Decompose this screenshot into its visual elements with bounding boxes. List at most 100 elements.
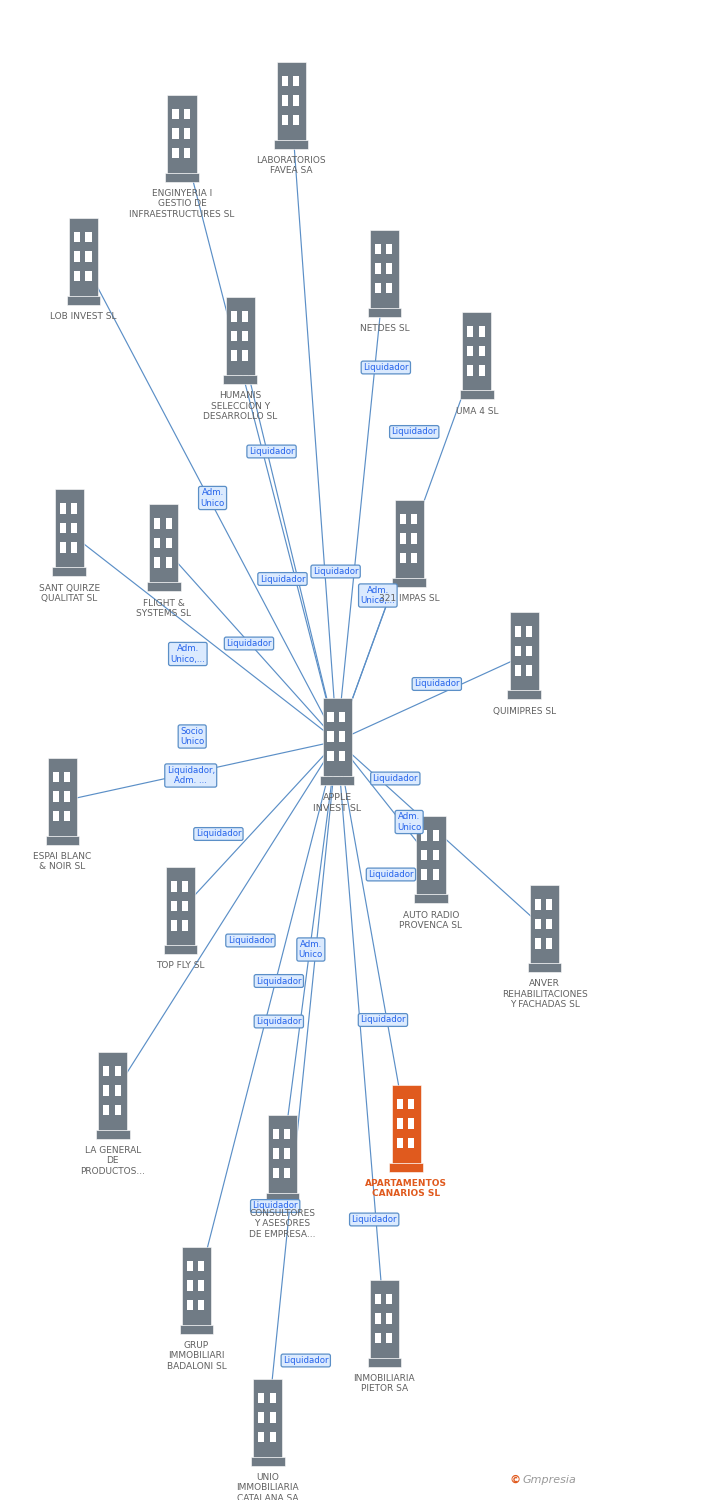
FancyBboxPatch shape	[411, 532, 417, 544]
FancyBboxPatch shape	[467, 326, 473, 338]
Text: ©: ©	[510, 1474, 521, 1485]
FancyBboxPatch shape	[165, 556, 172, 568]
FancyBboxPatch shape	[165, 172, 199, 182]
FancyBboxPatch shape	[400, 552, 405, 564]
FancyBboxPatch shape	[386, 282, 392, 294]
FancyBboxPatch shape	[546, 918, 553, 930]
Text: ANVER
REHABILITACIONES
Y FACHADAS SL: ANVER REHABILITACIONES Y FACHADAS SL	[502, 980, 587, 1010]
FancyBboxPatch shape	[467, 345, 473, 357]
FancyBboxPatch shape	[397, 1098, 403, 1110]
FancyBboxPatch shape	[274, 140, 308, 148]
FancyBboxPatch shape	[103, 1104, 109, 1116]
Text: Liquidador,
Adm. ...: Liquidador, Adm. ...	[167, 766, 215, 784]
FancyBboxPatch shape	[375, 282, 381, 294]
Text: Adm.
Unico,...: Adm. Unico,...	[170, 645, 205, 663]
FancyBboxPatch shape	[269, 1392, 276, 1404]
FancyBboxPatch shape	[231, 310, 237, 322]
FancyBboxPatch shape	[375, 1312, 381, 1324]
FancyBboxPatch shape	[395, 500, 424, 578]
FancyBboxPatch shape	[328, 750, 333, 762]
Text: QUIMIPRES SL: QUIMIPRES SL	[493, 706, 555, 716]
FancyBboxPatch shape	[400, 513, 405, 525]
FancyBboxPatch shape	[154, 537, 160, 549]
FancyBboxPatch shape	[242, 350, 248, 361]
FancyBboxPatch shape	[187, 1260, 193, 1272]
FancyBboxPatch shape	[273, 1167, 279, 1179]
FancyBboxPatch shape	[397, 1118, 403, 1130]
FancyBboxPatch shape	[386, 1312, 392, 1324]
FancyBboxPatch shape	[182, 920, 189, 932]
FancyBboxPatch shape	[422, 868, 427, 880]
FancyBboxPatch shape	[411, 552, 417, 564]
FancyBboxPatch shape	[282, 94, 288, 106]
FancyBboxPatch shape	[74, 270, 80, 282]
FancyBboxPatch shape	[258, 1412, 264, 1424]
FancyBboxPatch shape	[182, 900, 189, 912]
FancyBboxPatch shape	[165, 518, 172, 530]
FancyBboxPatch shape	[242, 330, 248, 342]
FancyBboxPatch shape	[269, 1412, 276, 1424]
FancyBboxPatch shape	[114, 1084, 121, 1096]
Text: LA GENERAL
DE
PRODUCTOS...: LA GENERAL DE PRODUCTOS...	[80, 1146, 146, 1176]
FancyBboxPatch shape	[53, 771, 59, 783]
FancyBboxPatch shape	[320, 776, 354, 784]
FancyBboxPatch shape	[546, 938, 553, 950]
FancyBboxPatch shape	[48, 758, 77, 836]
FancyBboxPatch shape	[408, 1137, 414, 1149]
FancyBboxPatch shape	[530, 885, 559, 963]
FancyBboxPatch shape	[282, 75, 288, 87]
Text: CONSULTORES
Y ASESORES
DE EMPRESA...: CONSULTORES Y ASESORES DE EMPRESA...	[249, 1209, 316, 1239]
FancyBboxPatch shape	[173, 147, 178, 159]
FancyBboxPatch shape	[180, 1324, 213, 1334]
FancyBboxPatch shape	[64, 790, 71, 802]
FancyBboxPatch shape	[328, 730, 333, 742]
FancyBboxPatch shape	[467, 364, 473, 376]
FancyBboxPatch shape	[60, 542, 66, 554]
FancyBboxPatch shape	[277, 62, 306, 140]
FancyBboxPatch shape	[432, 849, 439, 861]
FancyBboxPatch shape	[375, 1293, 381, 1305]
FancyBboxPatch shape	[183, 147, 190, 159]
FancyBboxPatch shape	[85, 270, 92, 282]
FancyBboxPatch shape	[223, 375, 257, 384]
Text: Adm.
Unico,...: Adm. Unico,...	[360, 586, 395, 604]
FancyBboxPatch shape	[166, 867, 195, 945]
FancyBboxPatch shape	[60, 503, 66, 515]
FancyBboxPatch shape	[293, 75, 299, 87]
FancyBboxPatch shape	[85, 231, 92, 243]
Text: UMA 4 SL: UMA 4 SL	[456, 406, 498, 416]
FancyBboxPatch shape	[171, 880, 177, 892]
Text: Liquidador: Liquidador	[368, 870, 414, 879]
Text: 321 IMPAS SL: 321 IMPAS SL	[379, 594, 440, 603]
FancyBboxPatch shape	[154, 556, 160, 568]
Text: GRUP
IMMOBILIARI
BADALONI SL: GRUP IMMOBILIARI BADALONI SL	[167, 1341, 226, 1371]
Text: Adm.
Unico: Adm. Unico	[200, 489, 225, 507]
Text: APPLE
INVEST SL: APPLE INVEST SL	[313, 794, 361, 813]
FancyBboxPatch shape	[408, 1118, 414, 1130]
FancyBboxPatch shape	[370, 1280, 399, 1358]
FancyBboxPatch shape	[293, 114, 299, 126]
Text: Socio
Unico: Socio Unico	[180, 728, 205, 746]
FancyBboxPatch shape	[284, 1128, 290, 1140]
FancyBboxPatch shape	[328, 711, 333, 723]
FancyBboxPatch shape	[411, 513, 417, 525]
FancyBboxPatch shape	[535, 918, 541, 930]
Text: FLIGHT &
SYSTEMS SL: FLIGHT & SYSTEMS SL	[136, 598, 191, 618]
FancyBboxPatch shape	[515, 626, 521, 638]
FancyBboxPatch shape	[408, 1098, 414, 1110]
FancyBboxPatch shape	[284, 1167, 290, 1179]
Text: Liquidador: Liquidador	[226, 639, 272, 648]
Text: Liquidador: Liquidador	[352, 1215, 397, 1224]
FancyBboxPatch shape	[171, 900, 177, 912]
FancyBboxPatch shape	[526, 664, 532, 676]
Text: INMOBILIARIA
PIETOR SA: INMOBILIARIA PIETOR SA	[354, 1374, 415, 1394]
FancyBboxPatch shape	[253, 1378, 282, 1456]
FancyBboxPatch shape	[231, 330, 237, 342]
FancyBboxPatch shape	[432, 830, 439, 842]
FancyBboxPatch shape	[258, 1392, 264, 1404]
FancyBboxPatch shape	[339, 750, 345, 762]
Text: Adm.
Unico: Adm. Unico	[397, 813, 422, 831]
Text: NETDES SL: NETDES SL	[360, 324, 409, 333]
Text: Gmpresia: Gmpresia	[523, 1474, 577, 1485]
FancyBboxPatch shape	[251, 1456, 285, 1466]
